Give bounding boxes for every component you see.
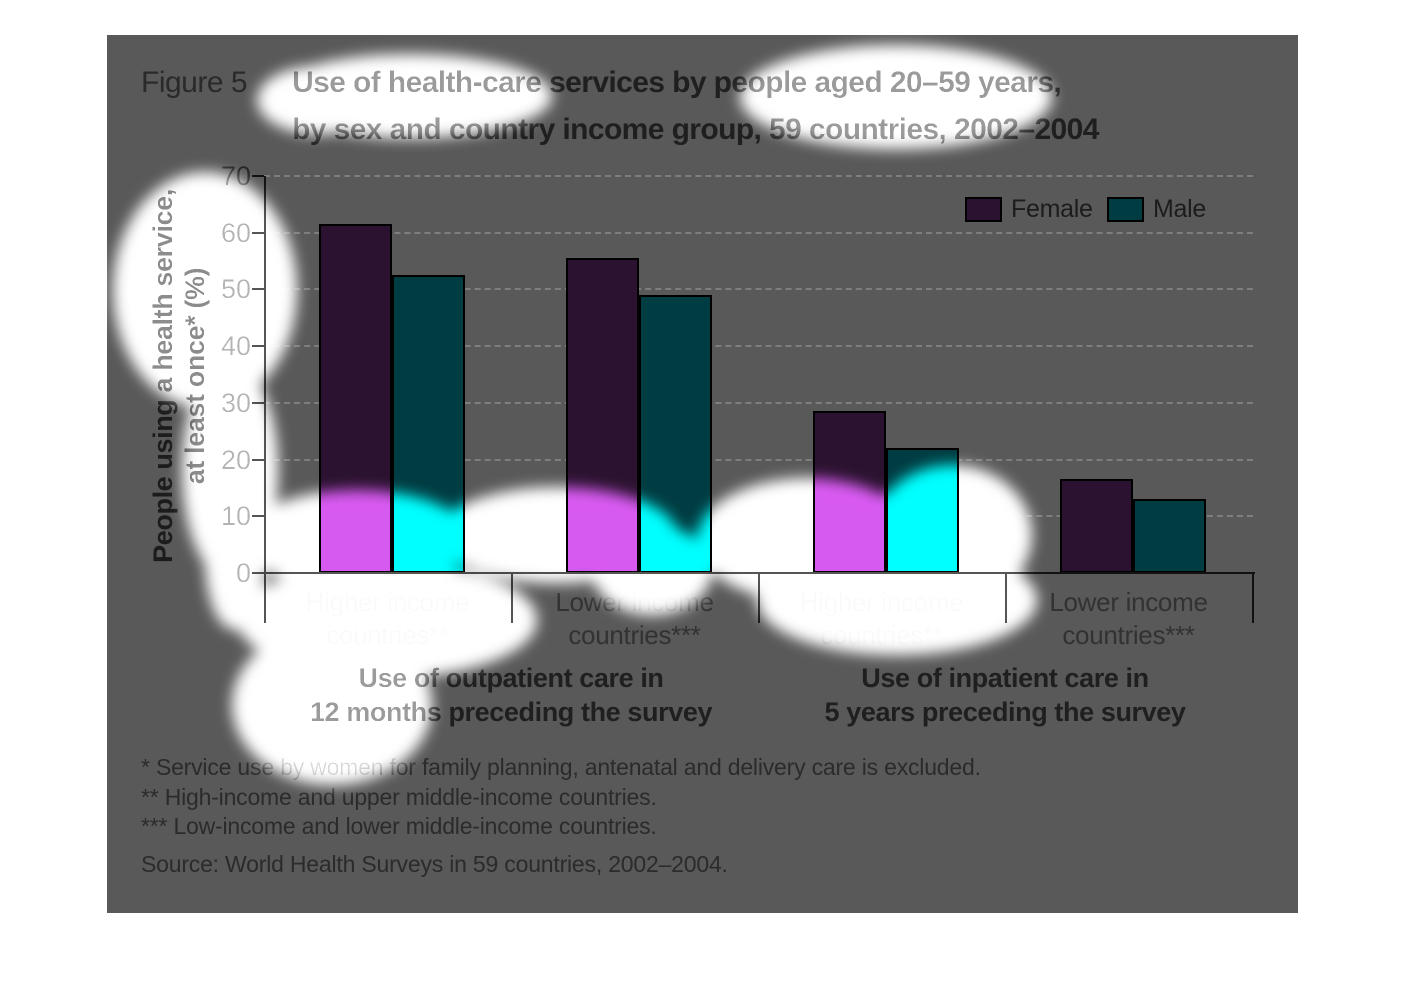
footnote-3: *** Low-income and lower middle-income c… xyxy=(141,813,657,839)
gridline xyxy=(264,288,1253,291)
y-axis-tick xyxy=(252,175,264,177)
legend-swatch-male xyxy=(1107,197,1144,222)
bar-female xyxy=(812,411,886,573)
footnote-1: * Service use by women for family planni… xyxy=(141,754,981,780)
category-label-line: Lower income xyxy=(1049,587,1208,617)
figure-panel: Figure 5 Use of health-care services by … xyxy=(107,35,1298,913)
figure-number: Figure 5 xyxy=(141,66,248,99)
group-title-line: Use of outpatient care in xyxy=(358,663,664,693)
y-axis-tick-label: 50 xyxy=(220,274,251,305)
x-axis-divider xyxy=(1005,573,1007,623)
legend-swatch-female xyxy=(965,197,1002,222)
legend-item-male: Male xyxy=(1107,195,1206,224)
footnote-2: ** High-income and upper middle-income c… xyxy=(141,783,657,810)
category-label-line: countries*** xyxy=(1062,620,1195,650)
category-label-line: countries*** xyxy=(568,620,701,650)
y-axis-tick-label: 10 xyxy=(220,501,251,532)
category-label-line: countries** xyxy=(326,620,449,650)
y-axis-tick-label: 40 xyxy=(220,331,251,362)
y-axis-tick xyxy=(252,231,264,234)
y-axis-tick xyxy=(252,458,264,461)
y-axis-tick-label: 0 xyxy=(235,558,251,588)
y-axis-tick xyxy=(252,572,264,574)
y-axis-line xyxy=(264,176,266,573)
group-title: Use of inpatient care in 5 years precedin… xyxy=(758,661,1252,729)
bar-female xyxy=(318,224,392,573)
category-label: Higher income countries** xyxy=(264,586,511,652)
gridline xyxy=(264,231,1253,234)
y-axis-tick xyxy=(252,401,264,404)
group-title-line: 5 years preceding the survey xyxy=(824,697,1186,727)
y-axis-tick-label: 30 xyxy=(220,387,251,418)
bar-female xyxy=(565,258,639,573)
y-axis-tick-label: 70 xyxy=(220,161,251,191)
category-label-line: Higher income xyxy=(305,587,470,617)
y-axis-tick-label: 20 xyxy=(220,444,251,475)
y-axis-tick xyxy=(252,288,264,291)
x-axis-divider xyxy=(1252,573,1254,623)
x-axis-divider xyxy=(264,573,266,623)
gridline xyxy=(264,458,1253,461)
x-axis-divider xyxy=(511,573,513,623)
category-label-line: Lower income xyxy=(555,587,714,617)
category-label: Lower income countries*** xyxy=(511,586,758,652)
category-label: Lower income countries*** xyxy=(1005,586,1252,652)
x-axis-divider xyxy=(758,573,760,623)
legend-item-female: Female xyxy=(965,195,1093,224)
legend-label-female: Female xyxy=(1011,195,1093,223)
y-axis-tick xyxy=(252,515,264,518)
group-title-line: Use of inpatient care in xyxy=(861,663,1149,693)
bar-male xyxy=(391,275,465,573)
footnotes: * Service use by women for family planni… xyxy=(141,753,981,842)
bar-male xyxy=(885,448,959,573)
gridline xyxy=(264,345,1253,348)
group-title-line: 12 months preceding the survey xyxy=(309,697,713,727)
category-label-line: Higher income xyxy=(799,587,964,617)
y-axis-tick xyxy=(252,345,264,348)
category-label-line: countries** xyxy=(820,620,943,650)
legend-label-male: Male xyxy=(1153,195,1206,223)
bar-female xyxy=(1059,479,1133,573)
category-label: Higher income countries** xyxy=(758,586,1005,652)
group-title: Use of outpatient care in 12 months prece… xyxy=(264,661,758,729)
gridline xyxy=(264,401,1253,404)
gridline xyxy=(264,175,1253,177)
bar-male xyxy=(638,295,712,573)
source-line: Source: World Health Surveys in 59 count… xyxy=(141,851,728,877)
y-axis-tick-label: 60 xyxy=(220,217,251,248)
bar-male xyxy=(1132,499,1206,573)
